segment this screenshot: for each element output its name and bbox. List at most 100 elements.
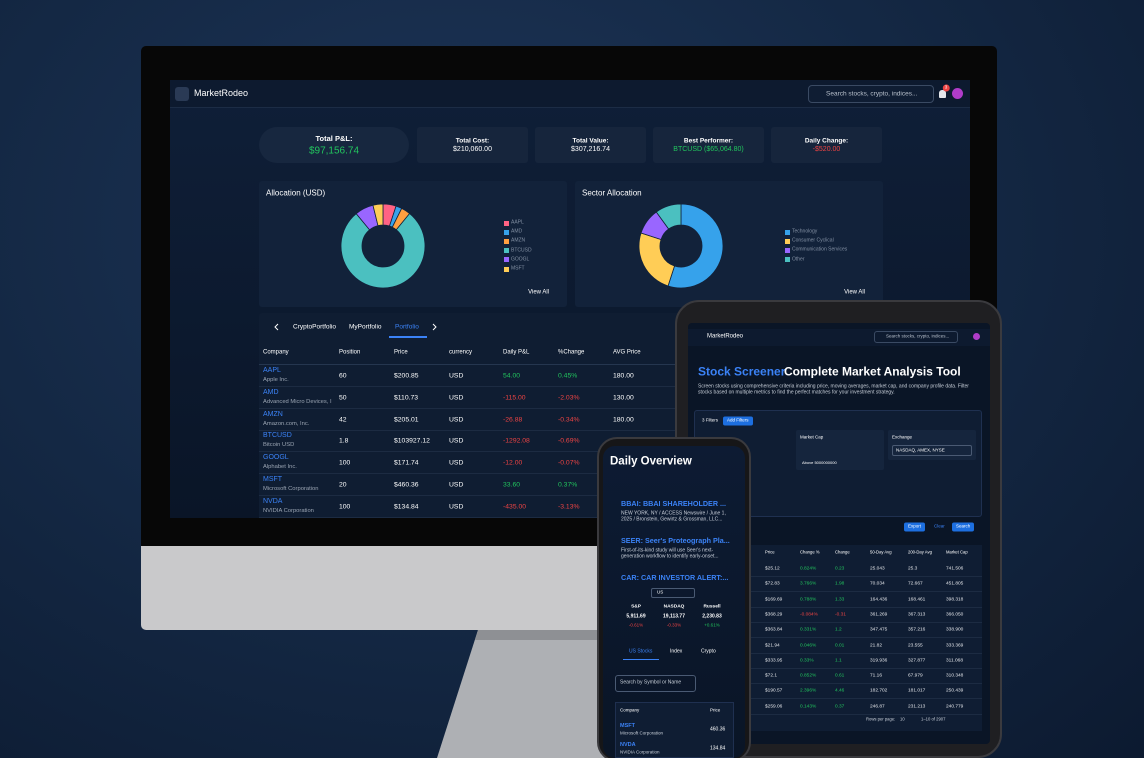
symbol-link[interactable]: AAPL [263,367,281,375]
summary-value: -$520.00 [812,146,841,154]
legend-label: BTCUSD [511,246,532,253]
table-cell: USD [449,481,464,489]
chart-title: Sector Allocation [582,188,642,198]
news-title[interactable]: SEER: Seer's Proteograph Pla... [621,536,730,546]
summary-value: BTCUSD ($65,064.80) [673,146,744,154]
portfolio-tab[interactable]: Portfolio [395,323,419,331]
symbol-link[interactable]: AMD [263,388,279,396]
brand: MarketRodeo [194,88,249,99]
screener-cell: 338.900 [946,627,964,633]
table-cell: 1.8 [339,437,349,445]
index-value: 5,911.69 [626,613,646,620]
market-tab[interactable]: US Stocks [629,648,653,655]
screener-header: Market Cap [946,549,968,555]
screener-cell: 0.824% [800,566,817,572]
symbol-link[interactable]: BTCUSD [263,432,292,440]
table-cell: 180.00 [613,415,634,423]
screener-cell: $72.83 [765,581,780,587]
search-button[interactable]: Search [952,522,975,532]
export-button[interactable]: Export [904,522,926,532]
screener-cell: 72.667 [908,581,923,587]
screener-cell: 451.805 [946,581,964,587]
legend-swatch [785,238,790,244]
table-cell: 100 [339,503,351,511]
view-all-link[interactable]: View All [844,289,865,296]
company-name: Apple Inc. [263,376,289,383]
screener-cell: 0.143% [800,704,817,710]
symbol-link[interactable]: NVDA [263,497,283,505]
search-box[interactable] [808,85,934,103]
avatar[interactable] [952,88,963,99]
donut-slice [638,232,676,287]
screener-cell: $169.69 [765,596,783,602]
legend-label: Technology [792,228,818,235]
symbol-search[interactable] [615,675,696,692]
legend-swatch [785,229,790,235]
table-header: Position [339,349,361,356]
market-tab[interactable]: Index [670,648,683,655]
exchange-select[interactable] [892,445,972,456]
screener-cell: 367.313 [908,612,926,618]
bell[interactable] [939,90,946,98]
clear-button[interactable]: Clear [934,523,945,529]
screener-cell: 0.23 [835,566,845,572]
symbol-link[interactable]: MSFT [620,722,635,729]
portfolio-tab[interactable]: CryptoPortfolio [293,323,336,331]
tablet-search[interactable] [874,331,958,343]
summary-label: Best Performer: [683,137,734,145]
company-name: Amazon.com, Inc. [263,420,310,427]
table-cell: $171.74 [394,459,419,467]
screener-cell: 0.331% [800,627,817,633]
screener-cell: 347.475 [870,627,888,633]
legend-label: GOOGL [511,256,530,263]
row-border [694,591,982,592]
screener-cell: 310.348 [946,673,964,679]
screener-header: Change % [800,549,820,555]
rows-per-page[interactable]: 10 [900,716,905,722]
screener-cell: $259.06 [765,704,783,710]
news-body: NEW YORK, NY / ACCESS Newswire / June 1,… [621,510,726,522]
row-border [694,683,982,684]
screener-cell: 4.46 [835,688,845,694]
table-cell: USD [449,437,464,445]
screener-cell: 164.436 [870,596,888,602]
view-all-link[interactable]: View All [528,289,549,296]
screener-cell: 361.269 [870,612,888,618]
symbol-link[interactable]: GOOGL [263,454,289,462]
screener-cell: 3.766% [800,581,817,587]
add-filter-button[interactable]: Add Filters [723,416,753,426]
news-title[interactable]: BBAI: BBAI SHAREHOLDER ... [621,499,727,509]
news-title[interactable]: CAR: CAR INVESTOR ALERT:... [621,573,729,583]
screener-cell: 0.01 [835,642,845,648]
company-name: Bitcoin USD [263,442,295,449]
screener-cell: 21.82 [870,642,883,648]
symbol-link[interactable]: MSFT [263,476,283,484]
screener-cell: 168.461 [908,596,926,602]
screener-cell: 366.050 [946,612,964,618]
screener-cell: 246.87 [870,704,885,710]
rows-per-page-label: Rows per page: [866,716,896,722]
table-cell: 20 [339,481,347,489]
company-name: Advanced Micro Devices, I [263,398,332,405]
symbol-search-placeholder: Search by Symbol or Name [620,679,682,686]
market-tab[interactable]: Crypto [701,648,716,655]
donut-slice [340,212,426,289]
tablet-avatar[interactable] [973,333,980,340]
table-cell: 0.37% [558,481,578,489]
row-border [259,495,699,496]
row-border [259,473,699,475]
row-border [694,606,982,608]
table-header: currency [449,349,473,356]
market-select[interactable] [651,588,695,598]
screener-cell: $368.29 [765,612,783,618]
menu-button[interactable] [175,87,189,101]
legend-label: Other [792,255,805,262]
chart-title: Allocation (USD) [266,188,326,198]
symbol-link[interactable]: NVDA [620,741,636,748]
index-name: Russell [703,604,721,610]
screener-cell: 327.877 [908,658,926,664]
price-cell: 460.36 [710,726,726,733]
portfolio-tab[interactable]: MyPortfolio [349,323,382,331]
symbol-link[interactable]: AMZN [263,410,283,418]
price-cell: 134.84 [710,745,726,752]
